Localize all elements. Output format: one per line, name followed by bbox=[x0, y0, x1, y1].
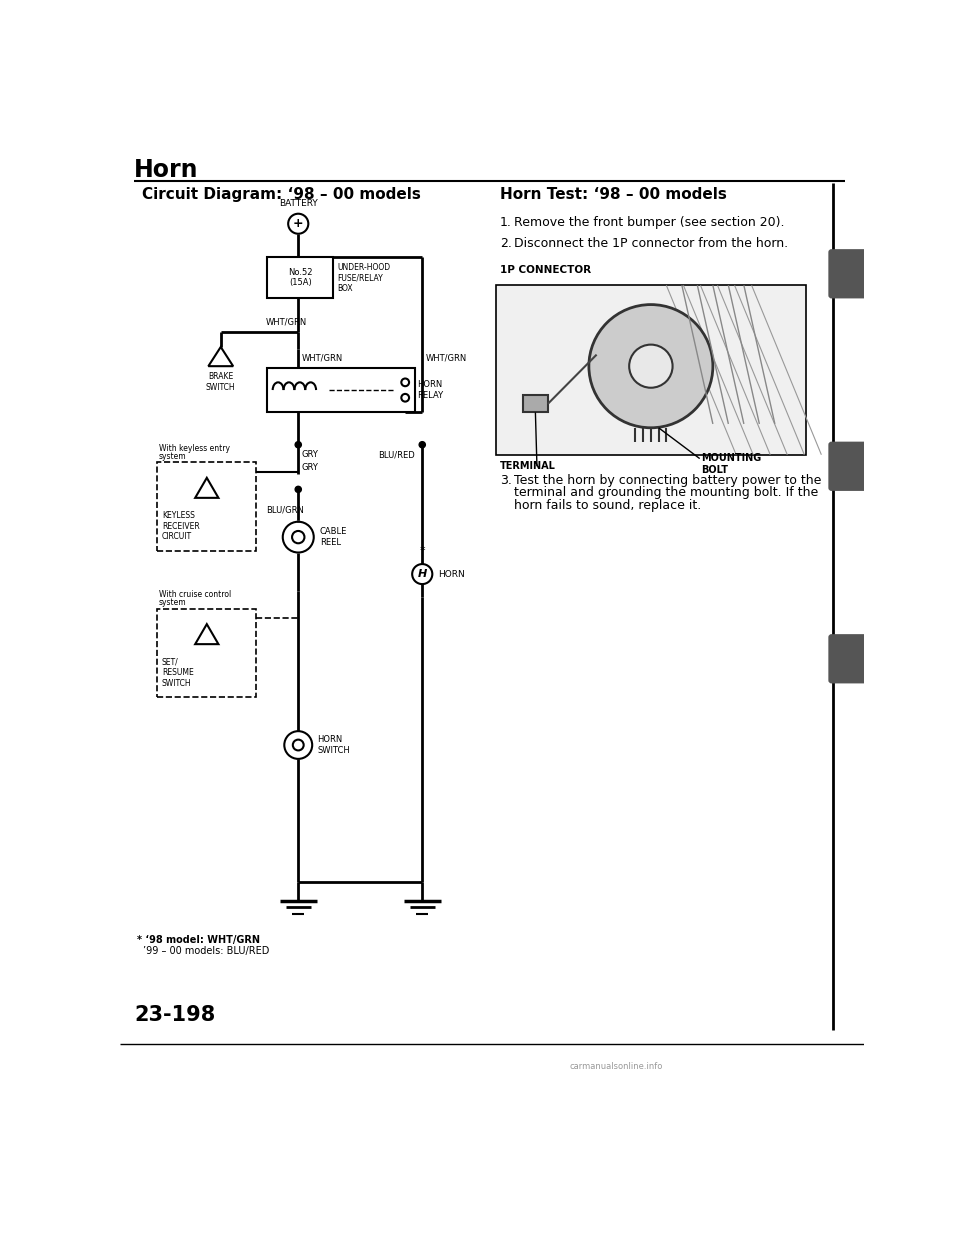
Text: Test the horn by connecting battery power to the: Test the horn by connecting battery powe… bbox=[514, 474, 821, 487]
Text: No.52
(15A): No.52 (15A) bbox=[288, 268, 312, 287]
Circle shape bbox=[401, 379, 409, 386]
FancyBboxPatch shape bbox=[828, 442, 867, 491]
Text: GRY: GRY bbox=[301, 463, 318, 472]
Text: carmanualsonline.info: carmanualsonline.info bbox=[569, 1062, 662, 1072]
Circle shape bbox=[295, 487, 301, 493]
Text: 3.: 3. bbox=[500, 474, 512, 487]
Text: With cruise control: With cruise control bbox=[158, 590, 231, 600]
Circle shape bbox=[412, 564, 432, 584]
Text: UNDER-HOOD
FUSE/RELAY
BOX: UNDER-HOOD FUSE/RELAY BOX bbox=[337, 263, 390, 293]
Circle shape bbox=[288, 214, 308, 233]
Text: HORN
SWITCH: HORN SWITCH bbox=[318, 735, 350, 755]
Circle shape bbox=[283, 522, 314, 553]
Text: WHT/GRN: WHT/GRN bbox=[266, 317, 307, 325]
Bar bbox=[523, 395, 548, 412]
Text: BLU/GRN: BLU/GRN bbox=[266, 505, 303, 514]
Bar bbox=[267, 368, 415, 412]
FancyBboxPatch shape bbox=[828, 635, 867, 683]
Text: MOUNTING
BOLT: MOUNTING BOLT bbox=[701, 453, 761, 474]
Text: * ‘98 model: WHT/GRN: * ‘98 model: WHT/GRN bbox=[137, 935, 260, 945]
Text: Remove the front bumper (see section 20).: Remove the front bumper (see section 20)… bbox=[514, 216, 784, 229]
Text: Disconnect the 1P connector from the horn.: Disconnect the 1P connector from the hor… bbox=[514, 237, 788, 250]
Text: +: + bbox=[293, 217, 303, 230]
Text: BRAKE
SWITCH: BRAKE SWITCH bbox=[206, 373, 235, 391]
Text: 2.: 2. bbox=[500, 237, 512, 250]
Text: 23-198: 23-198 bbox=[134, 1005, 215, 1025]
Bar bbox=[157, 609, 256, 697]
Polygon shape bbox=[208, 347, 233, 366]
Circle shape bbox=[420, 442, 425, 448]
Text: ’99 – 00 models: BLU/RED: ’99 – 00 models: BLU/RED bbox=[143, 946, 270, 956]
Text: 1P CONNECTOR: 1P CONNECTOR bbox=[500, 265, 590, 274]
FancyBboxPatch shape bbox=[828, 250, 867, 298]
Bar bbox=[267, 257, 333, 298]
Text: GRY: GRY bbox=[301, 451, 318, 460]
Circle shape bbox=[629, 344, 673, 388]
Circle shape bbox=[588, 304, 713, 427]
Text: WHT/GRN: WHT/GRN bbox=[301, 354, 343, 363]
Text: terminal and grounding the mounting bolt. If the: terminal and grounding the mounting bolt… bbox=[514, 487, 818, 499]
Circle shape bbox=[401, 394, 409, 401]
Polygon shape bbox=[195, 625, 219, 645]
Text: Horn Test: ‘98 – 00 models: Horn Test: ‘98 – 00 models bbox=[500, 188, 727, 202]
Text: KEYLESS
RECEIVER
CIRCUIT: KEYLESS RECEIVER CIRCUIT bbox=[162, 512, 200, 542]
Text: BLU/RED: BLU/RED bbox=[377, 451, 415, 460]
Text: WHT/GRN: WHT/GRN bbox=[425, 354, 467, 363]
Text: CABLE
REEL: CABLE REEL bbox=[320, 528, 348, 546]
Text: TERMINAL: TERMINAL bbox=[500, 461, 556, 471]
Text: HORN
RELAY: HORN RELAY bbox=[418, 380, 444, 400]
Bar bbox=[120, 1043, 864, 1105]
Text: SET/
RESUME
SWITCH: SET/ RESUME SWITCH bbox=[162, 658, 194, 688]
Text: Circuit Diagram: ‘98 – 00 models: Circuit Diagram: ‘98 – 00 models bbox=[142, 188, 420, 202]
Polygon shape bbox=[195, 478, 219, 498]
Text: horn fails to sound, replace it.: horn fails to sound, replace it. bbox=[514, 498, 701, 512]
Circle shape bbox=[292, 532, 304, 543]
Text: HORN: HORN bbox=[438, 570, 465, 579]
Bar bbox=[496, 286, 805, 455]
Bar bbox=[157, 462, 256, 551]
Text: BATTERY: BATTERY bbox=[278, 199, 318, 209]
Text: *: * bbox=[420, 546, 425, 556]
Circle shape bbox=[295, 442, 301, 448]
Circle shape bbox=[293, 740, 303, 750]
Text: Horn: Horn bbox=[134, 158, 199, 181]
Text: With keyless entry: With keyless entry bbox=[158, 445, 229, 453]
Text: H: H bbox=[418, 569, 427, 579]
Text: 1.: 1. bbox=[500, 216, 512, 229]
Circle shape bbox=[284, 732, 312, 759]
Text: system: system bbox=[158, 599, 186, 607]
Text: system: system bbox=[158, 452, 186, 461]
